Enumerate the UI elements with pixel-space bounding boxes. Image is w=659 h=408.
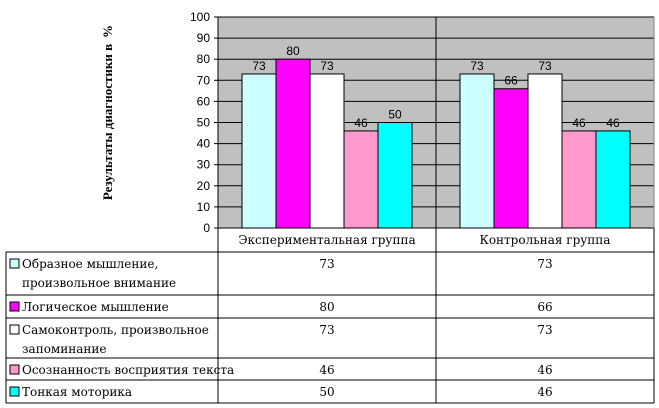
table-value: 73 bbox=[537, 323, 552, 337]
legend-swatch bbox=[9, 364, 20, 375]
series-label: запоминание bbox=[22, 342, 107, 356]
category-label: Экспериментальная группа bbox=[238, 233, 415, 247]
y-tick-label: 30 bbox=[197, 158, 211, 172]
table-value: 46 bbox=[319, 363, 334, 377]
bar-value-label: 80 bbox=[286, 44, 300, 58]
y-tick-label: 20 bbox=[197, 179, 211, 193]
y-tick-label: 0 bbox=[203, 221, 210, 235]
y-tick-label: 10 bbox=[197, 200, 211, 214]
bar bbox=[459, 73, 495, 229]
y-tick-label: 50 bbox=[197, 116, 211, 130]
y-tick-label: 80 bbox=[197, 52, 211, 66]
table-value: 46 bbox=[537, 363, 552, 377]
bar bbox=[527, 73, 563, 229]
bar-value-label: 73 bbox=[538, 59, 552, 73]
bar-value-label: 66 bbox=[504, 74, 518, 88]
table-value: 66 bbox=[537, 300, 552, 314]
bar bbox=[595, 130, 631, 229]
bar bbox=[309, 73, 345, 229]
y-axis-title: Результаты диагностики в bbox=[100, 44, 115, 200]
bar-value-label: 50 bbox=[388, 108, 402, 122]
bar bbox=[561, 130, 597, 229]
bar-value-label: 46 bbox=[354, 116, 368, 130]
bar bbox=[343, 130, 379, 229]
table-value: 46 bbox=[537, 385, 552, 399]
series-label: Тонкая моторика bbox=[22, 385, 132, 399]
table-value: 73 bbox=[537, 257, 552, 271]
legend-swatch bbox=[9, 386, 20, 397]
bar bbox=[241, 73, 277, 229]
bar-value-label: 46 bbox=[606, 116, 620, 130]
y-tick-label: 90 bbox=[197, 31, 211, 45]
bar-value-label: 46 bbox=[572, 116, 586, 130]
table-value: 50 bbox=[319, 385, 334, 399]
legend-swatch bbox=[9, 258, 20, 269]
table-value: 80 bbox=[319, 300, 334, 314]
bar bbox=[377, 122, 413, 229]
y-tick-label: 100 bbox=[190, 10, 210, 24]
legend-swatch bbox=[9, 324, 20, 335]
y-tick-label: 40 bbox=[197, 137, 211, 151]
legend-swatch bbox=[9, 301, 20, 312]
series-label: Образное мышление, bbox=[22, 257, 158, 271]
bar bbox=[493, 88, 529, 229]
table-value: 73 bbox=[319, 323, 334, 337]
series-label: Осознанность восприятия текста bbox=[22, 363, 234, 377]
series-label: Самоконтроль, произвольное bbox=[22, 323, 209, 337]
category-label: Контрольная группа bbox=[480, 233, 611, 247]
y-axis-title-percent-fragment: % bbox=[100, 25, 115, 38]
bar bbox=[275, 58, 311, 229]
bar-value-label: 73 bbox=[320, 59, 334, 73]
y-tick-label: 60 bbox=[197, 94, 211, 108]
y-tick-label: 70 bbox=[197, 73, 211, 87]
bar-value-label: 73 bbox=[470, 59, 484, 73]
series-label: Логическое мышление bbox=[22, 300, 169, 314]
series-label: произвольное внимание bbox=[22, 276, 176, 290]
bar-value-label: 73 bbox=[252, 59, 266, 73]
table-value: 73 bbox=[319, 257, 334, 271]
